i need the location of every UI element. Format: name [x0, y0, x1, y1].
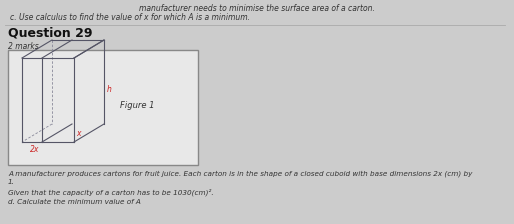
- Text: Figure 1: Figure 1: [120, 101, 154, 110]
- Text: Given that the capacity of a carton has to be 1030(cm)².: Given that the capacity of a carton has …: [8, 188, 214, 196]
- Text: d. Calculate the minimum value of A: d. Calculate the minimum value of A: [8, 199, 141, 205]
- Text: A manufacturer produces cartons for fruit juice. Each carton is in the shape of : A manufacturer produces cartons for frui…: [8, 170, 472, 177]
- Text: h: h: [107, 86, 112, 95]
- Text: c. Use calculus to find the value of x for which A is a minimum.: c. Use calculus to find the value of x f…: [10, 13, 250, 22]
- Text: 2x: 2x: [30, 146, 40, 155]
- Text: Question 29: Question 29: [8, 27, 93, 40]
- Text: 2 marks: 2 marks: [8, 42, 39, 51]
- Text: x: x: [76, 129, 81, 138]
- Text: 1.: 1.: [8, 179, 15, 185]
- Bar: [8, 50, 198, 165]
- Text: manufacturer needs to minimise the surface area of a carton.: manufacturer needs to minimise the surfa…: [139, 4, 375, 13]
